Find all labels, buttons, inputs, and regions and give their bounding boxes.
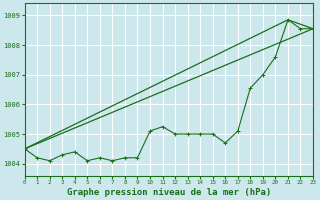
X-axis label: Graphe pression niveau de la mer (hPa): Graphe pression niveau de la mer (hPa): [67, 188, 271, 197]
